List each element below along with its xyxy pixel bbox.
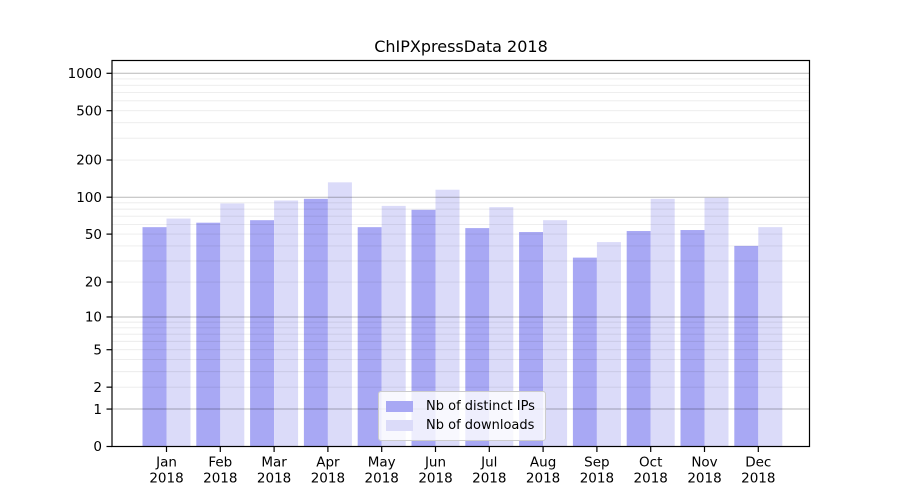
y-tick-label: 50 <box>85 227 102 243</box>
bar-downloads-sep <box>596 242 621 447</box>
bar-downloads-mar <box>274 200 299 447</box>
x-tick-label-month: Mar <box>261 455 287 471</box>
bar-downloads-nov <box>704 197 729 447</box>
plot-border <box>111 59 811 448</box>
y-tick-label: 2 <box>93 380 102 396</box>
x-tick-label-year: 2018 <box>472 471 506 487</box>
legend-swatch-downloads <box>386 420 413 431</box>
x-tick-label-year: 2018 <box>634 471 668 487</box>
bar-distinct-ips-oct <box>626 231 651 447</box>
legend: Nb of distinct IPs Nb of downloads <box>378 391 546 441</box>
y-tick-label: 20 <box>85 275 102 291</box>
x-tick-label-month: Oct <box>639 455 662 471</box>
y-tick-label: 0 <box>93 439 102 455</box>
legend-label-distinct-ips: Nb of distinct IPs <box>426 399 535 414</box>
bar-distinct-ips-dec <box>734 245 759 447</box>
bar-distinct-ips-sep <box>572 257 597 447</box>
bar-downloads-jan <box>166 218 191 447</box>
legend-item-downloads: Nb of downloads <box>386 416 537 435</box>
y-tick-label: 1 <box>93 402 102 418</box>
x-tick-label-year: 2018 <box>741 471 775 487</box>
legend-swatch-distinct-ips <box>386 401 413 412</box>
x-tick-label-year: 2018 <box>203 471 237 487</box>
bar-distinct-ips-jan <box>142 227 167 447</box>
bar-downloads-feb <box>220 203 245 447</box>
x-tick-label-month: Feb <box>208 455 232 471</box>
y-tick-label: 1000 <box>68 66 102 82</box>
x-tick-label-month: Jul <box>480 455 497 471</box>
x-tick-label-month: Dec <box>745 455 771 471</box>
y-tick-label: 500 <box>76 103 102 119</box>
bar-distinct-ips-mar <box>250 220 275 447</box>
y-tick-label: 5 <box>93 342 102 358</box>
x-tick-label-year: 2018 <box>687 471 721 487</box>
x-tick-label-month: Jun <box>424 455 446 471</box>
bar-distinct-ips-apr <box>303 198 328 447</box>
bar-downloads-aug <box>543 220 568 447</box>
x-tick-label-year: 2018 <box>257 471 291 487</box>
bar-distinct-ips-feb <box>196 222 221 447</box>
y-tick-label: 10 <box>85 310 102 326</box>
x-tick-label-year: 2018 <box>580 471 614 487</box>
bar-distinct-ips-may <box>357 227 382 447</box>
bar-downloads-apr <box>327 182 352 447</box>
x-tick-label-year: 2018 <box>418 471 452 487</box>
chart-title: ChIPXpressData 2018 <box>374 37 548 56</box>
x-tick-label-year: 2018 <box>526 471 560 487</box>
y-tick-label: 100 <box>76 190 102 206</box>
y-tick-label: 200 <box>76 153 102 169</box>
x-tick-label-month: Sep <box>584 455 609 471</box>
x-tick-label-month: May <box>368 455 396 471</box>
x-tick-label-month: Jan <box>155 455 177 471</box>
x-tick-label-month: Apr <box>316 455 340 471</box>
legend-item-distinct-ips: Nb of distinct IPs <box>386 397 537 416</box>
bar-downloads-dec <box>758 227 783 447</box>
x-tick-label-year: 2018 <box>365 471 399 487</box>
x-tick-label-month: Nov <box>691 455 717 471</box>
bar-distinct-ips-nov <box>680 230 705 447</box>
x-tick-label-year: 2018 <box>149 471 183 487</box>
x-tick-label-month: Aug <box>530 455 556 471</box>
bar-downloads-oct <box>650 198 675 447</box>
x-tick-label-year: 2018 <box>311 471 345 487</box>
legend-label-downloads: Nb of downloads <box>426 418 535 433</box>
